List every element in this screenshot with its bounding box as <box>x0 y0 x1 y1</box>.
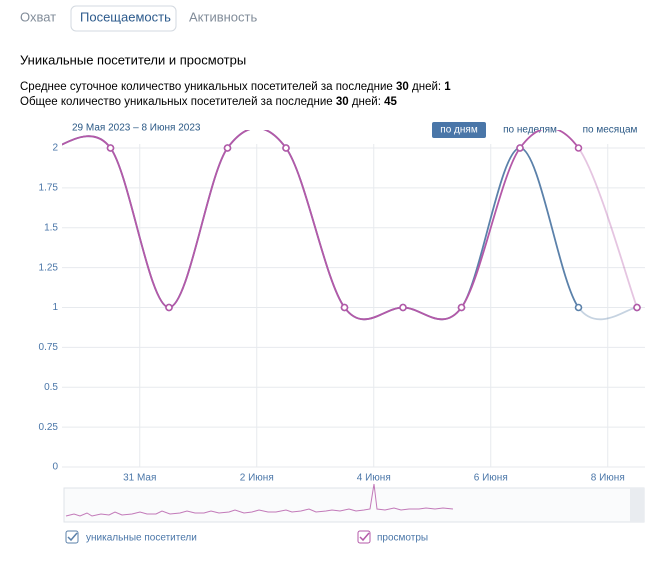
tab[interactable]: Охват <box>20 9 56 24</box>
heading: Уникальные посетители и просмотры <box>20 52 246 67</box>
point <box>282 144 290 152</box>
series-line <box>62 130 580 321</box>
stat-days: 30 <box>393 81 409 93</box>
series-line <box>62 130 580 321</box>
point <box>574 144 583 152</box>
point <box>106 144 115 152</box>
legend-checkbox <box>357 530 371 544</box>
point <box>165 303 173 312</box>
plot <box>62 130 638 321</box>
legend-label[interactable]: просмотры <box>377 533 428 544</box>
period-button[interactable]: по дням <box>440 125 478 136</box>
x-tick-label: 6 Июня <box>474 473 508 484</box>
stat-mid: дней: <box>409 81 441 93</box>
tab[interactable]: Посещаемость <box>80 9 171 24</box>
navigator <box>63 487 645 523</box>
stat-line: Общее количество уникальных посетителей … <box>20 96 398 108</box>
navigator-handle[interactable] <box>630 488 644 522</box>
stat-days: 30 <box>333 96 349 108</box>
y-tick-label: 0.75 <box>39 342 59 353</box>
x-tick-label: 31 Мая <box>123 473 156 484</box>
tab[interactable]: Активность <box>189 9 257 24</box>
point <box>633 303 641 312</box>
legend-label[interactable]: уникальные посетители <box>86 533 197 544</box>
series-line-partial <box>577 147 638 308</box>
stat-value: 45 <box>381 96 398 108</box>
point <box>574 303 583 312</box>
y-tick-label: 0.25 <box>39 422 59 433</box>
stat-line: Среднее суточное количество уникальных п… <box>20 81 451 93</box>
period-button[interactable]: по месяцам <box>583 125 638 136</box>
date-range: 29 Мая 2023 – 8 Июня 2023 <box>72 123 201 134</box>
period-button[interactable]: по неделям <box>503 125 557 136</box>
y-tick-label: 1.5 <box>44 222 58 233</box>
point <box>399 303 407 312</box>
stat-value: 1 <box>441 81 451 93</box>
y-tick-label: 1.25 <box>39 262 59 273</box>
y-tick-label: 1 <box>52 302 58 313</box>
y-tick-label: 0 <box>52 462 58 473</box>
x-tick-label: 2 Июня <box>240 473 274 484</box>
stat-mid: дней: <box>349 96 381 108</box>
point <box>223 144 232 152</box>
tab-active-bg <box>70 5 177 32</box>
y-tick-label: 1.75 <box>39 183 59 194</box>
period-active-bg <box>432 122 486 138</box>
navigator-line <box>65 483 454 517</box>
stat-prefix: Среднее суточное количество уникальных п… <box>20 81 393 93</box>
y-tick-label: 0.5 <box>44 382 58 393</box>
legend-checkbox <box>65 530 79 544</box>
legend-check <box>359 532 370 542</box>
point <box>457 303 466 312</box>
x-tick-label: 8 Июня <box>591 473 625 484</box>
legend-check <box>67 532 78 542</box>
y-tick-label: 2 <box>52 143 58 154</box>
point <box>516 144 524 152</box>
x-tick-label: 4 Июня <box>357 473 391 484</box>
stat-prefix: Общее количество уникальных посетителей … <box>20 96 333 108</box>
point <box>340 303 349 312</box>
